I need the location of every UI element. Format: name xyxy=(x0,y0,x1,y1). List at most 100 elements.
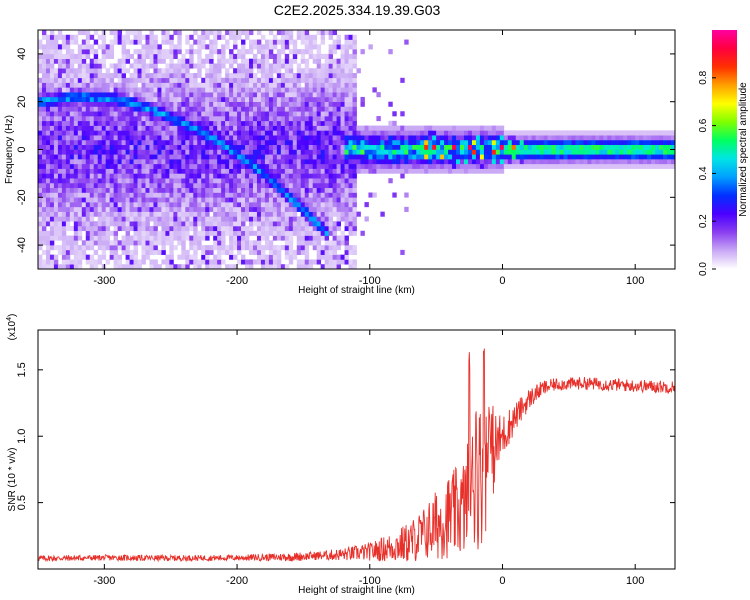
spectrogram-cell xyxy=(141,63,146,69)
spectrogram-cell xyxy=(308,92,314,98)
spectrogram-cell xyxy=(165,96,170,102)
spectrogram-cell xyxy=(41,130,47,136)
spectrogram-cell xyxy=(105,187,111,193)
spectrogram-cell xyxy=(197,34,202,40)
spectrogram-cell xyxy=(133,130,138,136)
spectrogram-cell xyxy=(352,173,357,179)
spectrogram-cell xyxy=(296,49,302,55)
spectrogram-cell xyxy=(137,135,142,141)
spectrogram-cell xyxy=(57,235,63,241)
spectrogram-cell xyxy=(145,139,150,146)
spectrogram-cell xyxy=(352,163,357,169)
spectrogram-cell xyxy=(97,245,103,251)
spectrogram-cell xyxy=(416,130,421,136)
spectrogram-cell xyxy=(463,144,469,150)
spectrogram-cell xyxy=(205,182,210,189)
spectrogram-cell xyxy=(368,144,373,150)
spectrogram-cell xyxy=(249,240,254,246)
spectrogram-cell xyxy=(189,259,194,265)
spectrogram-cell xyxy=(77,96,83,102)
spectrogram-cell xyxy=(157,130,162,136)
spectrogram-cell xyxy=(57,221,63,227)
spectrogram-cell xyxy=(292,159,298,165)
spectrogram-cell xyxy=(328,101,334,107)
spectrogram-cell xyxy=(225,44,230,50)
spectrogram-cell xyxy=(217,230,222,236)
spectrogram-cell xyxy=(137,211,142,217)
spectrogram-cell xyxy=(284,111,290,117)
spectrogram-cell xyxy=(292,144,298,150)
spectrogram-cell xyxy=(320,254,326,260)
spectrogram-cell xyxy=(169,245,174,251)
spectrogram-cell xyxy=(344,240,349,246)
spectrogram-cell xyxy=(268,211,274,217)
spectrogram-cell xyxy=(392,149,397,155)
spectrogram-cell xyxy=(217,211,222,217)
spectrogram-cell xyxy=(229,235,234,241)
spectrogram-cell xyxy=(352,106,357,112)
spectrogram-cell xyxy=(272,101,278,107)
spectrogram-cell xyxy=(109,120,115,126)
spectrogram-cell xyxy=(292,139,298,146)
spectrogram-cell xyxy=(591,159,596,165)
spectrogram-cell xyxy=(471,125,477,131)
spectrogram-cell xyxy=(65,259,71,265)
spectrogram-cell xyxy=(125,235,130,241)
spectrogram-cell xyxy=(197,192,202,198)
spectrogram-cell xyxy=(483,168,489,174)
spectrogram-cell xyxy=(153,264,158,270)
spectrogram-cell xyxy=(73,178,79,184)
spectrogram-cell xyxy=(659,130,664,136)
spectrogram-cell xyxy=(129,125,134,131)
spectrogram-cell xyxy=(53,34,59,40)
spectrogram-cell xyxy=(197,101,202,107)
spectrogram-cell xyxy=(181,192,186,198)
spectrogram-cell xyxy=(292,130,298,136)
spectrogram-cell xyxy=(292,49,298,55)
spectrogram-cell xyxy=(499,130,505,136)
spectrogram-cell xyxy=(109,87,115,93)
spectrogram-cell xyxy=(105,44,111,50)
spectrogram-cell xyxy=(105,182,111,189)
spectrogram-cell xyxy=(324,87,330,93)
spectrogram-cell xyxy=(69,178,75,184)
spectrogram-cell xyxy=(237,225,242,232)
spectrogram-cell xyxy=(503,139,509,146)
spectrogram-cell xyxy=(49,53,55,59)
spectrogram-cell xyxy=(125,163,130,169)
spectrogram-cell xyxy=(241,125,246,131)
spectrogram-cell xyxy=(53,68,59,74)
spectrogram-cell xyxy=(169,187,174,193)
spectrogram-cell xyxy=(149,168,154,174)
spectrogram-cell xyxy=(487,130,493,136)
spectrogram-cell xyxy=(125,116,130,122)
spectrogram-cell xyxy=(101,49,107,55)
spectrogram-cell xyxy=(105,116,111,122)
spectrogram-cell xyxy=(189,96,194,102)
spectrogram-cell xyxy=(471,159,477,165)
spectrogram-cell xyxy=(252,245,258,251)
spectrogram-cell xyxy=(336,264,341,270)
spectrogram-cell xyxy=(344,221,349,227)
spectrogram-cell xyxy=(229,30,234,36)
spectrogram-cell xyxy=(85,178,91,184)
spectrogram-cell xyxy=(535,130,541,136)
spectrogram-cell xyxy=(65,240,71,246)
spectrogram-cell xyxy=(408,130,413,136)
spectrogram-cell xyxy=(169,139,174,146)
spectrogram-cell xyxy=(312,77,318,83)
spectrogram-cell xyxy=(77,44,83,50)
spectrogram-cell xyxy=(479,144,485,150)
spectrogram-cell xyxy=(57,87,63,93)
spectrogram-cell xyxy=(153,63,158,69)
spectrogram-cell xyxy=(85,245,91,251)
spectrogram-cell xyxy=(575,139,580,146)
spectrogram-cell xyxy=(436,149,441,155)
spectrogram-cell xyxy=(189,206,194,212)
spectrogram-cell xyxy=(93,135,99,141)
spectrogram-cell xyxy=(511,159,517,165)
spectrogram-cell xyxy=(300,130,306,136)
spectrogram-cell xyxy=(65,235,71,241)
spectrogram-cell xyxy=(173,63,178,69)
spectrogram-cell xyxy=(129,206,134,212)
